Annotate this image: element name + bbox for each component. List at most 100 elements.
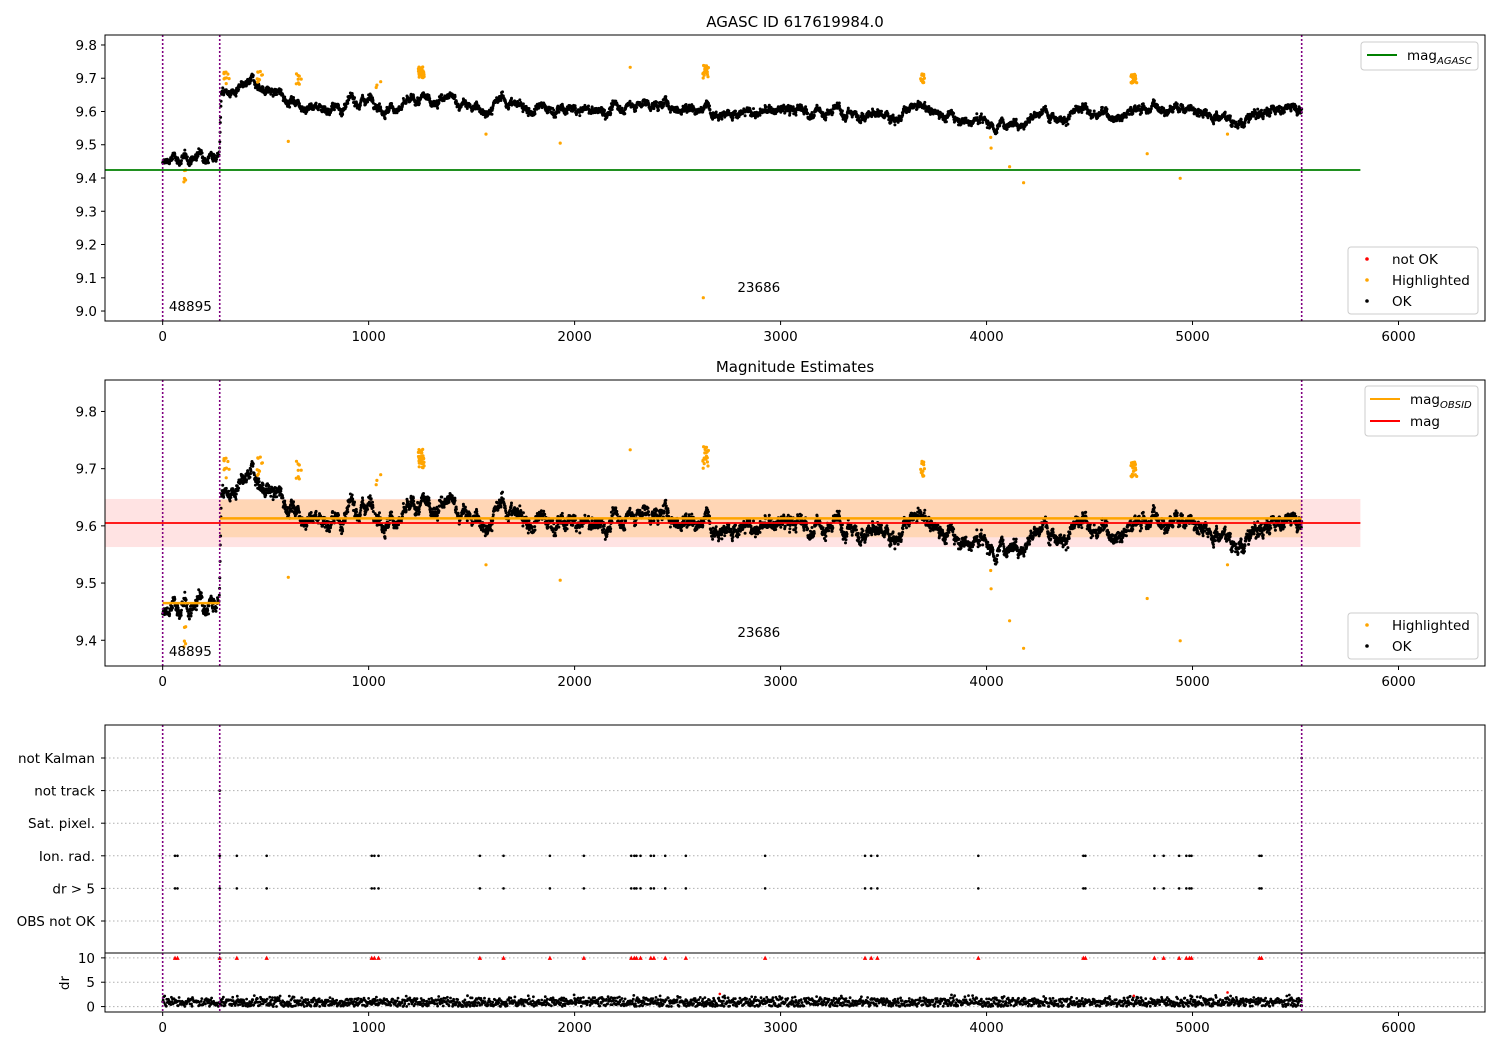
legend-agasc-label: mag bbox=[1407, 48, 1437, 64]
highlighted-point bbox=[1008, 165, 1012, 169]
ok-point bbox=[1048, 121, 1052, 125]
panel-1-ticks: 0 1000 2000 3000 4000 5000 60009.09.19.29.39.4… bbox=[76, 38, 1416, 345]
highlighted-point bbox=[222, 70, 226, 74]
highlighted-point bbox=[628, 65, 632, 69]
legend-not-ok-label: not OK bbox=[1392, 252, 1439, 268]
highlighted-point bbox=[706, 66, 711, 70]
ok-point bbox=[857, 116, 861, 120]
ok-point bbox=[305, 109, 309, 113]
ok-point bbox=[206, 609, 210, 613]
ok-point bbox=[288, 105, 292, 109]
ok-point bbox=[279, 88, 283, 92]
ok-point bbox=[610, 108, 614, 111]
ok-point bbox=[714, 110, 718, 114]
highlighted-point bbox=[421, 65, 425, 69]
ok-point bbox=[964, 116, 968, 120]
ok-point bbox=[1105, 107, 1109, 111]
ok-point bbox=[176, 606, 180, 610]
ok-point bbox=[184, 598, 188, 602]
ok-point bbox=[764, 105, 768, 109]
highlighted-point bbox=[558, 141, 562, 145]
ok-point bbox=[812, 114, 816, 118]
ok-point bbox=[845, 114, 849, 118]
ok-point bbox=[957, 117, 961, 121]
legend-ok-label: OK bbox=[1392, 294, 1413, 310]
highlighted-point bbox=[422, 75, 426, 79]
ok-point bbox=[297, 102, 301, 106]
x-tick-label: 2000 bbox=[557, 329, 591, 345]
ok-point bbox=[1268, 114, 1272, 118]
ok-point bbox=[1239, 117, 1243, 121]
x-tick-label: 3000 bbox=[763, 329, 797, 345]
ok-point bbox=[1260, 108, 1263, 112]
ok-point bbox=[1124, 115, 1128, 119]
plot-area bbox=[105, 35, 1361, 321]
ok-point bbox=[623, 112, 627, 116]
ok-point bbox=[769, 106, 773, 110]
ok-point bbox=[1068, 114, 1072, 118]
ok-point bbox=[684, 103, 688, 106]
y-tick-label: 9.7 bbox=[76, 71, 97, 87]
x-tick-label: 1000 bbox=[351, 329, 385, 345]
ok-point bbox=[781, 109, 785, 113]
ok-point bbox=[234, 492, 238, 496]
ok-point bbox=[1149, 107, 1153, 111]
ok-point bbox=[978, 121, 982, 125]
ok-point bbox=[805, 108, 809, 112]
ok-point bbox=[731, 116, 735, 120]
ok-point bbox=[1261, 115, 1265, 119]
highlighted-point bbox=[418, 70, 422, 74]
ok-point bbox=[708, 108, 712, 111]
ok-point bbox=[490, 112, 494, 116]
panel-1-axes-frame bbox=[104, 34, 1486, 322]
ok-point bbox=[189, 614, 193, 618]
panel-1-data-layer bbox=[105, 35, 1361, 321]
ok-point bbox=[453, 95, 457, 99]
ok-point bbox=[507, 106, 511, 110]
ok-point bbox=[891, 113, 895, 117]
ok-point bbox=[257, 480, 261, 484]
ok-point bbox=[218, 140, 222, 144]
ok-point bbox=[165, 606, 169, 610]
ok-point bbox=[358, 103, 362, 107]
ok-point bbox=[249, 78, 253, 82]
ok-point bbox=[1252, 114, 1256, 118]
ok-point bbox=[417, 101, 421, 105]
ok-point bbox=[815, 104, 819, 108]
ok-point bbox=[1120, 119, 1124, 123]
ok-point bbox=[165, 157, 169, 161]
ok-point bbox=[404, 101, 408, 105]
ok-point bbox=[196, 154, 200, 158]
ok-point bbox=[840, 109, 844, 113]
ok-point bbox=[1247, 120, 1251, 124]
ok-point bbox=[227, 489, 231, 493]
ok-point bbox=[824, 118, 828, 122]
panel-magnitude-estimates: Magnitude Estimates 0 1000 2000 3000 4000 500… bbox=[76, 358, 1486, 690]
ok-point bbox=[655, 100, 659, 104]
ok-point bbox=[609, 111, 613, 115]
ok-point bbox=[454, 100, 458, 104]
highlighted-point bbox=[379, 80, 383, 84]
x-tick-label: 4000 bbox=[969, 329, 1003, 345]
highlighted-point bbox=[1022, 181, 1026, 185]
ok-point bbox=[1201, 115, 1205, 119]
ok-point bbox=[1269, 111, 1273, 115]
ok-point bbox=[171, 606, 174, 610]
highlighted-point bbox=[294, 72, 299, 76]
ok-point bbox=[251, 73, 255, 77]
y-tick-label: 9.4 bbox=[76, 171, 97, 187]
highlighted-point bbox=[1178, 176, 1182, 180]
ok-point bbox=[245, 478, 249, 482]
ok-point bbox=[510, 96, 513, 100]
ok-point bbox=[1100, 105, 1104, 109]
ok-point bbox=[1223, 110, 1227, 114]
ok-point bbox=[565, 111, 569, 115]
ok-point bbox=[275, 93, 279, 96]
ok-point bbox=[730, 118, 734, 122]
ok-point bbox=[995, 131, 999, 135]
ok-point bbox=[662, 102, 666, 106]
ok-point bbox=[661, 104, 665, 108]
legend-highlighted-label: Highlighted bbox=[1392, 273, 1470, 289]
ok-point bbox=[996, 127, 1000, 131]
ok-point bbox=[527, 107, 531, 110]
